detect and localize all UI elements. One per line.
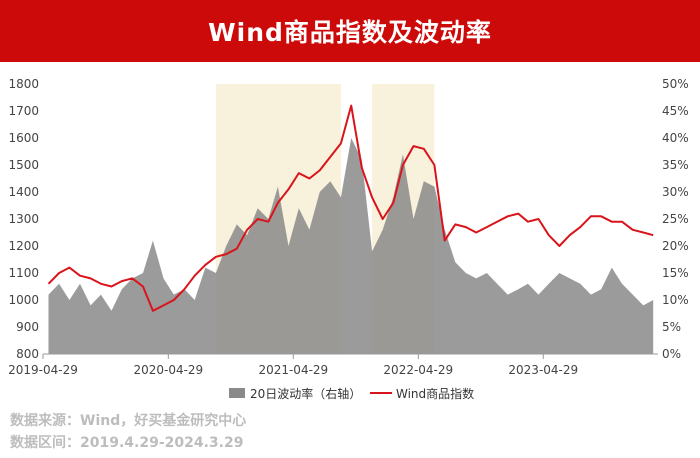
y-axis-right: 0% 5% 10% 15% 20% 25% 30% 35% 40% 45% 50% bbox=[662, 77, 689, 361]
y-left-tick-0: 800 bbox=[16, 347, 39, 361]
legend-label-volatility: 20日波动率（右轴） bbox=[250, 386, 361, 401]
y-right-tick-7: 35% bbox=[662, 158, 689, 172]
y-left-tick-4: 1200 bbox=[8, 239, 39, 253]
title-bar: Wind商品指数及波动率 bbox=[0, 0, 700, 62]
y-left-tick-7: 1500 bbox=[8, 158, 39, 172]
y-left-tick-3: 1100 bbox=[8, 266, 39, 280]
y-left-tick-2: 1000 bbox=[8, 293, 39, 307]
y-right-tick-9: 45% bbox=[662, 104, 689, 118]
x-tick-4: 2023-04-29 bbox=[508, 363, 578, 377]
x-axis-ticks: 2019-04-29 2020-04-29 2021-04-29 2022-04-29… bbox=[8, 354, 578, 377]
y-right-tick-0: 0% bbox=[662, 347, 681, 361]
y-axis-left: 800 900 1000 1100 1200 1300 1400 1500 1600 1700 18… bbox=[8, 77, 39, 361]
legend-label-index: Wind商品指数 bbox=[396, 386, 474, 401]
x-tick-0: 2019-04-29 bbox=[8, 363, 78, 377]
legend-swatch-volatility bbox=[229, 388, 245, 398]
volatility-area bbox=[48, 138, 654, 354]
chart: 800 900 1000 1100 1200 1300 1400 1500 1600 1700 18… bbox=[8, 77, 689, 401]
y-right-tick-8: 40% bbox=[662, 131, 689, 145]
x-tick-2: 2021-04-29 bbox=[258, 363, 328, 377]
y-right-tick-4: 20% bbox=[662, 239, 689, 253]
y-left-tick-6: 1400 bbox=[8, 185, 39, 199]
y-right-tick-10: 50% bbox=[662, 77, 689, 91]
y-right-tick-2: 10% bbox=[662, 293, 689, 307]
y-right-tick-5: 25% bbox=[662, 212, 689, 226]
y-left-tick-10: 1800 bbox=[8, 77, 39, 91]
date-range-note: 数据区间：2019.4.29-2024.3.29 bbox=[10, 435, 244, 451]
x-tick-1: 2020-04-29 bbox=[133, 363, 203, 377]
commodity-index-line bbox=[47, 104, 654, 312]
y-right-tick-1: 5% bbox=[662, 320, 681, 334]
legend: 20日波动率（右轴） Wind商品指数 bbox=[229, 386, 474, 401]
y-left-tick-9: 1700 bbox=[8, 104, 39, 118]
y-left-tick-8: 1600 bbox=[8, 131, 39, 145]
y-left-tick-5: 1300 bbox=[8, 212, 39, 226]
y-right-tick-3: 15% bbox=[662, 266, 689, 280]
source-note: 数据来源：Wind，好买基金研究中心 bbox=[10, 413, 247, 429]
y-right-tick-6: 30% bbox=[662, 185, 689, 199]
y-left-tick-1: 900 bbox=[16, 320, 39, 334]
page-title: Wind商品指数及波动率 bbox=[208, 18, 492, 47]
x-tick-3: 2022-04-29 bbox=[383, 363, 453, 377]
